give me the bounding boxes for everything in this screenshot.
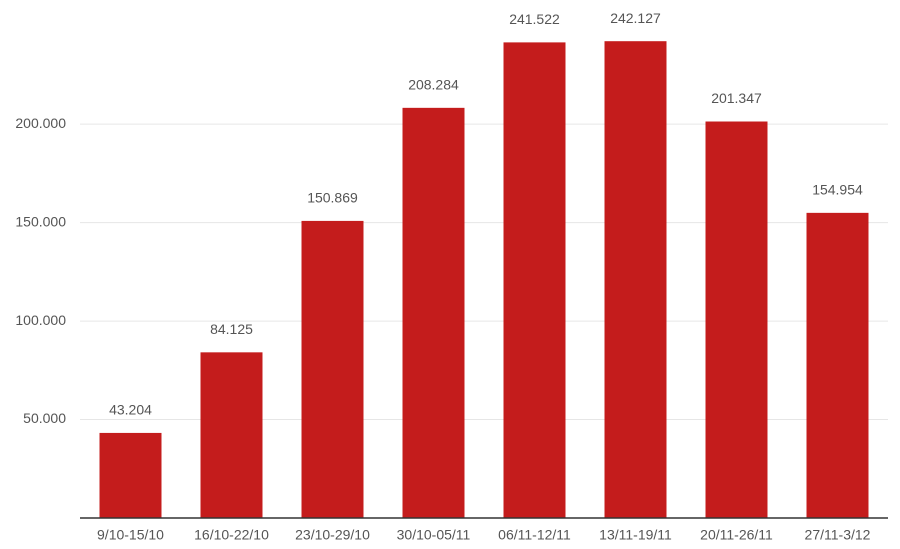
bar (806, 212, 869, 519)
bar (99, 432, 162, 518)
x-tick-label: 27/11-3/12 (805, 527, 871, 543)
x-tick-label: 16/10-22/10 (194, 527, 269, 543)
value-label: 84.125 (210, 321, 253, 337)
value-label: 208.284 (408, 77, 459, 93)
value-label: 154.954 (812, 182, 863, 198)
bar (200, 352, 263, 518)
bar (705, 121, 768, 519)
x-tick-label: 30/10-05/11 (397, 527, 471, 543)
x-tick-label: 06/11-12/11 (498, 527, 571, 543)
bar (604, 41, 667, 519)
y-tick-label: 150.000 (15, 213, 66, 229)
x-tick-label: 9/10-15/10 (97, 527, 164, 543)
bar (402, 107, 465, 519)
x-tick-label: 23/10-29/10 (295, 527, 370, 543)
y-tick-label: 100.000 (15, 312, 66, 328)
value-label: 201.347 (711, 90, 762, 106)
y-tick-label: 200.000 (15, 115, 66, 131)
x-tick-label: 20/11-26/11 (700, 527, 773, 543)
bar (503, 42, 566, 518)
value-label: 242.127 (610, 10, 661, 26)
value-label: 241.522 (509, 11, 560, 27)
bar (301, 220, 364, 519)
x-tick-label: 13/11-19/11 (599, 527, 672, 543)
value-label: 150.869 (307, 190, 358, 206)
value-label: 43.204 (109, 402, 152, 418)
y-tick-label: 50.000 (23, 410, 66, 426)
